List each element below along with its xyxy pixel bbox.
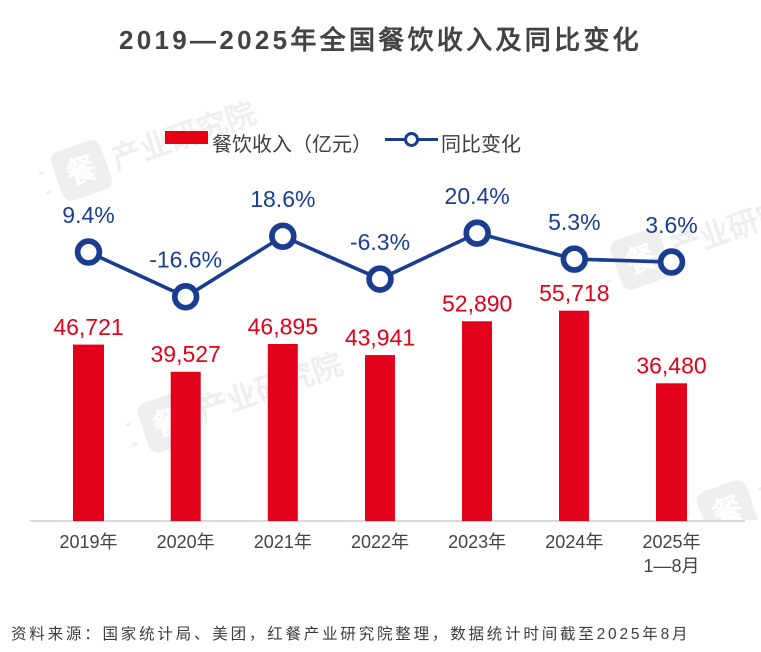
svg-text:5.3%: 5.3% xyxy=(548,209,600,235)
svg-text:2024年: 2024年 xyxy=(545,532,603,552)
svg-text:18.6%: 18.6% xyxy=(250,186,315,212)
svg-text:36,480: 36,480 xyxy=(636,353,706,379)
svg-text:3.6%: 3.6% xyxy=(645,212,697,238)
svg-text:55,718: 55,718 xyxy=(539,280,609,306)
svg-text:2025年: 2025年 xyxy=(642,532,700,552)
svg-text:-6.3%: -6.3% xyxy=(350,229,410,255)
svg-text:2023年: 2023年 xyxy=(448,532,506,552)
svg-text:9.4%: 9.4% xyxy=(62,202,114,228)
svg-text:39,527: 39,527 xyxy=(150,341,220,367)
svg-text:46,721: 46,721 xyxy=(53,314,123,340)
svg-text:52,890: 52,890 xyxy=(442,291,512,317)
svg-text:43,941: 43,941 xyxy=(345,325,415,351)
svg-text:2022年: 2022年 xyxy=(351,532,409,552)
svg-text:46,895: 46,895 xyxy=(248,313,318,339)
svg-text:2020年: 2020年 xyxy=(157,532,215,552)
svg-text:1—8月: 1—8月 xyxy=(643,556,699,576)
svg-text:-16.6%: -16.6% xyxy=(149,247,222,273)
svg-text:20.4%: 20.4% xyxy=(445,183,510,209)
svg-text:2021年: 2021年 xyxy=(254,532,312,552)
svg-text:2019年: 2019年 xyxy=(59,532,117,552)
